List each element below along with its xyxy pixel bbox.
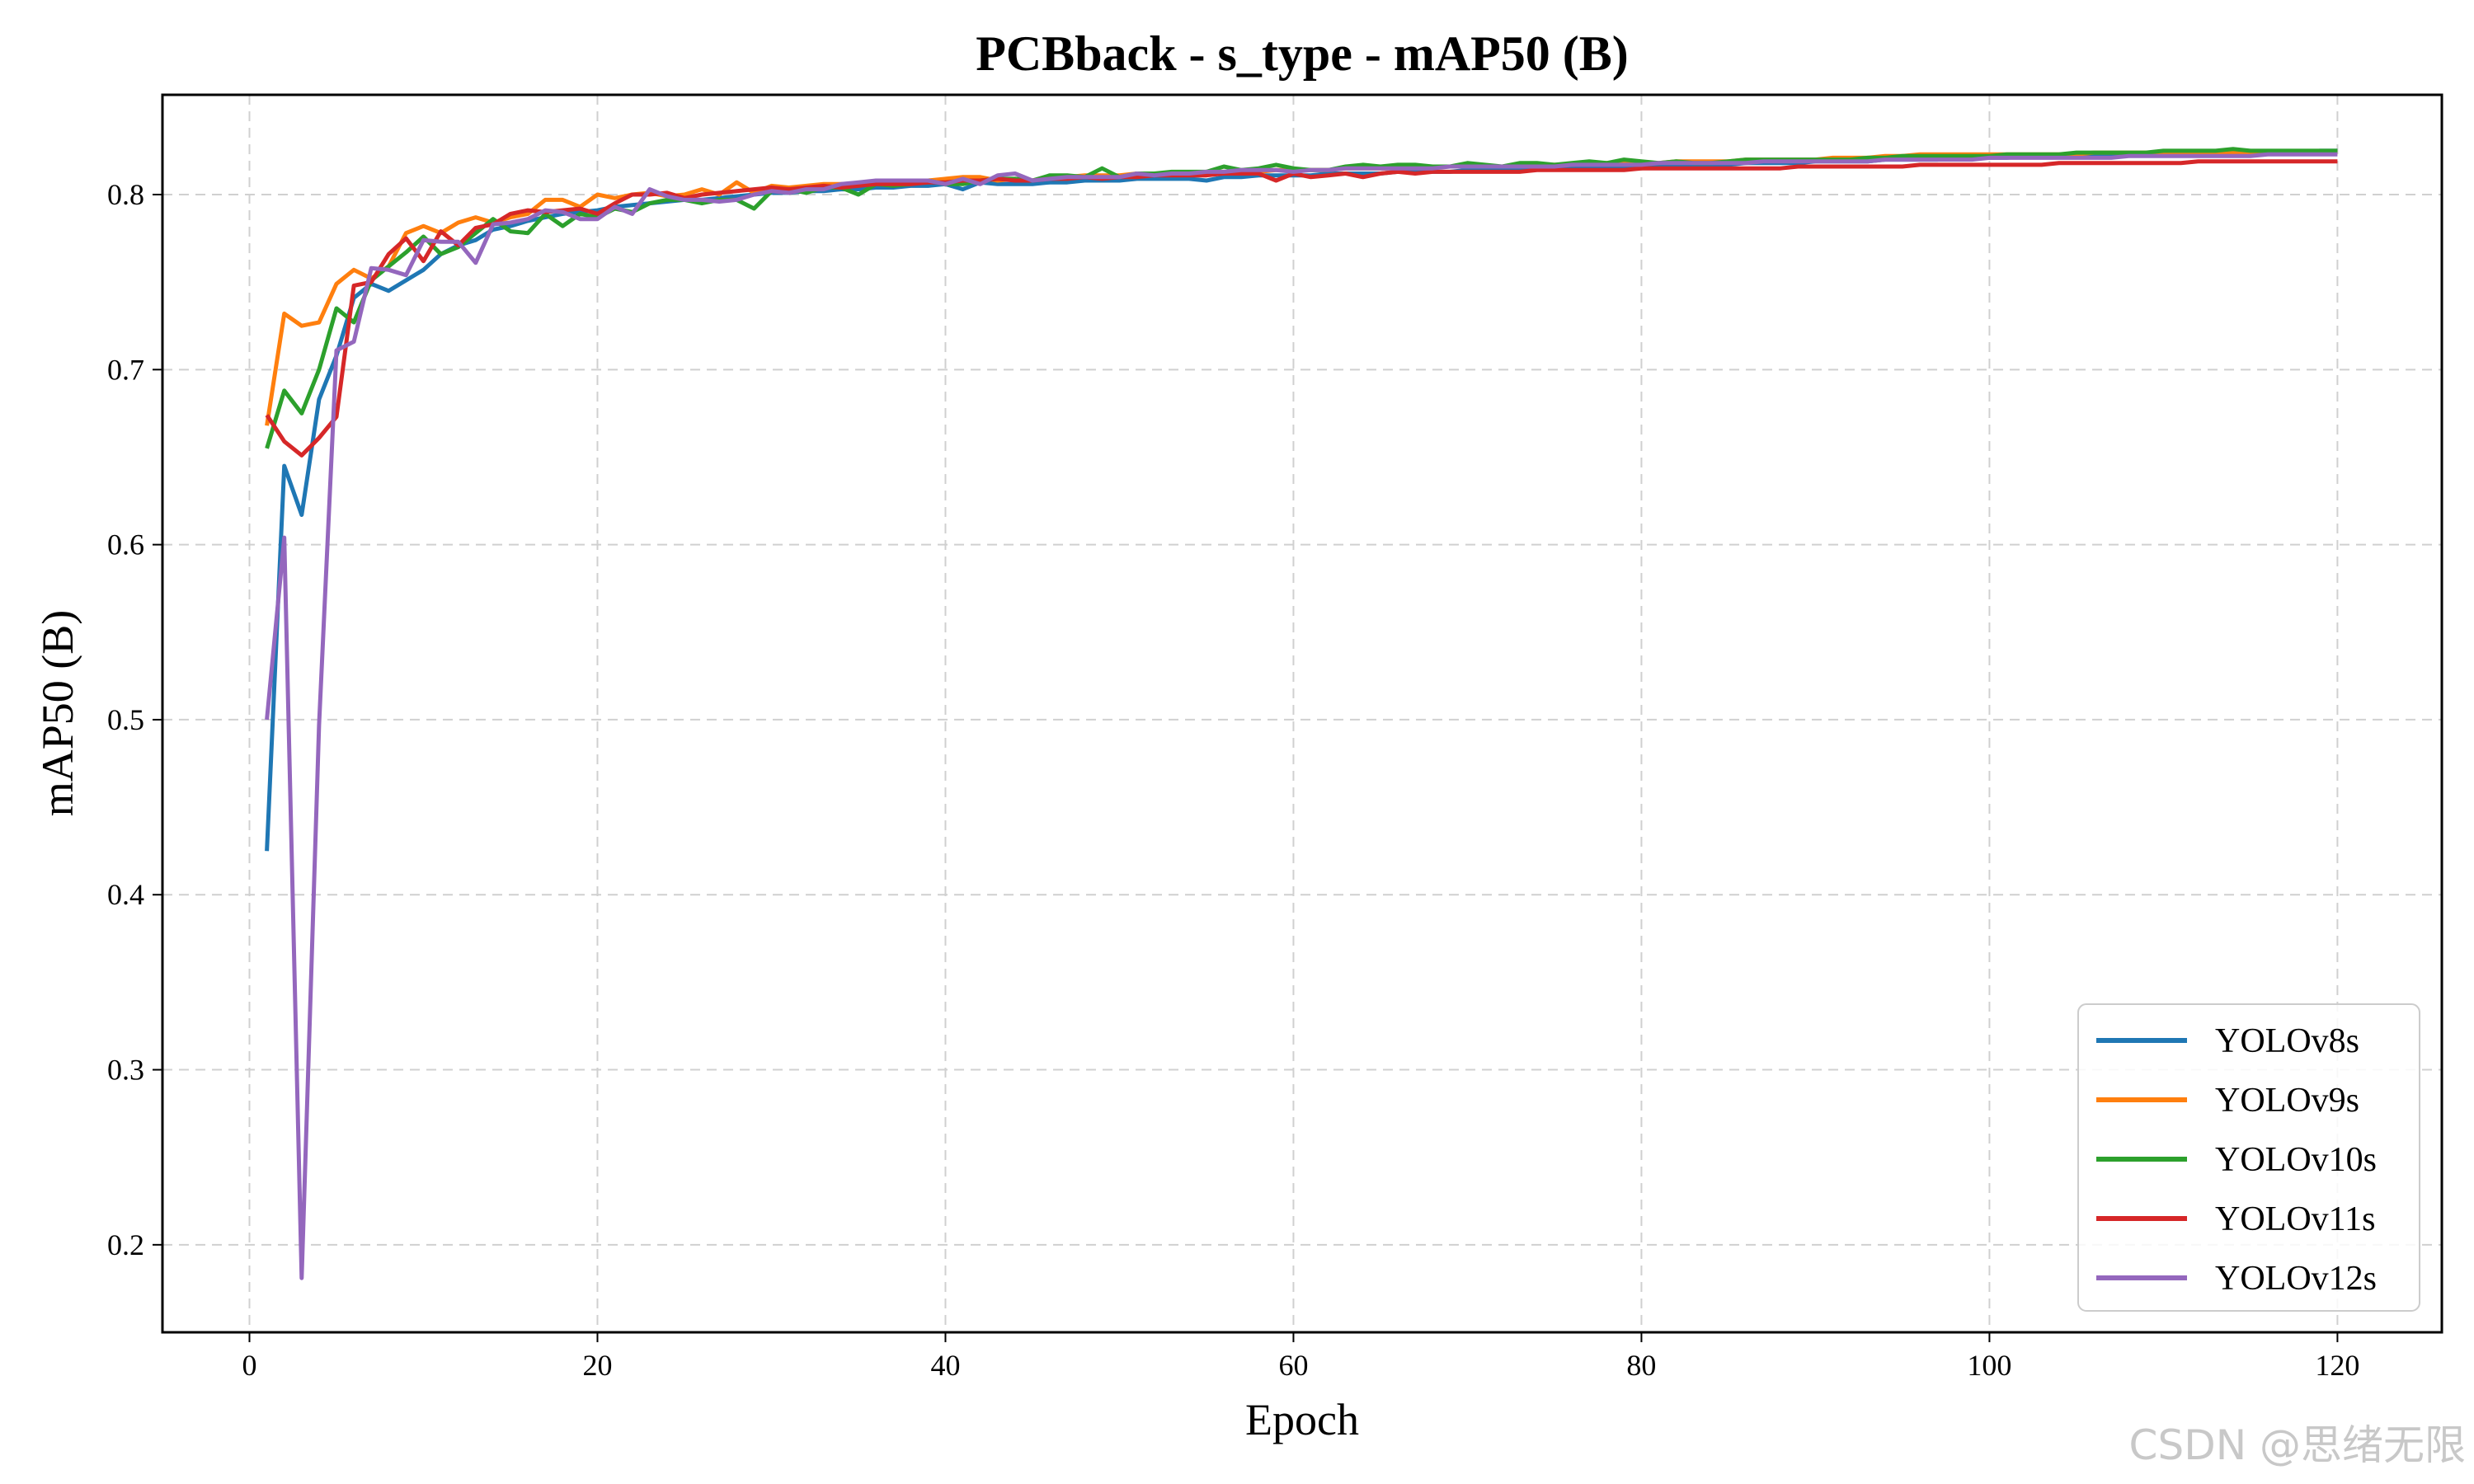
legend-label-yolov9s: YOLOv9s <box>2215 1082 2359 1120</box>
legend-label-yolov11s: YOLOv11s <box>2215 1200 2375 1238</box>
x-tick-label: 0 <box>242 1349 256 1382</box>
plot-frame <box>161 93 2443 1334</box>
watermark: CSDN @思绪无限 <box>2129 1421 2466 1469</box>
y-tick-label: 0.4 <box>107 878 144 911</box>
x-tick-label: 80 <box>1626 1349 1656 1382</box>
y-tick-label: 0.5 <box>107 703 144 736</box>
y-tick-label: 0.8 <box>107 178 144 211</box>
x-tick-label: 40 <box>930 1349 960 1382</box>
y-axis-label: mAP50 (B) <box>33 610 82 817</box>
grid-lines <box>162 95 2442 1332</box>
x-tick-label: 20 <box>582 1349 612 1382</box>
x-axis-label: Epoch <box>1245 1395 1359 1444</box>
legend: YOLOv8s YOLOv9s YOLOv10s YOLOv11s YOLOv12s <box>2077 1003 2420 1312</box>
legend-label-yolov8s: YOLOv8s <box>2215 1022 2359 1060</box>
x-axis-ticks: 0 20 40 60 80 100 120 <box>242 1332 2359 1382</box>
series-line-yolov11s <box>265 159 2338 458</box>
x-tick-label: 120 <box>2315 1349 2359 1382</box>
y-tick-label: 0.7 <box>107 353 144 386</box>
y-tick-label: 0.2 <box>107 1228 144 1261</box>
y-tick-label: 0.3 <box>107 1054 144 1087</box>
x-tick-label: 100 <box>1967 1349 2011 1382</box>
chart-title: PCBback - s_type - mAP50 (B) <box>976 26 1629 81</box>
legend-label-yolov12s: YOLOv12s <box>2215 1260 2377 1298</box>
x-tick-label: 60 <box>1278 1349 1308 1382</box>
series-layer <box>265 147 2338 1280</box>
y-axis-ticks: 0.2 0.3 0.4 0.5 0.6 0.7 0.8 <box>107 178 162 1261</box>
legend-label-yolov10s: YOLOv10s <box>2215 1141 2377 1179</box>
series-line-yolov12s <box>265 152 2338 1280</box>
y-tick-label: 0.6 <box>107 528 144 561</box>
legend-box <box>2077 1003 2420 1312</box>
